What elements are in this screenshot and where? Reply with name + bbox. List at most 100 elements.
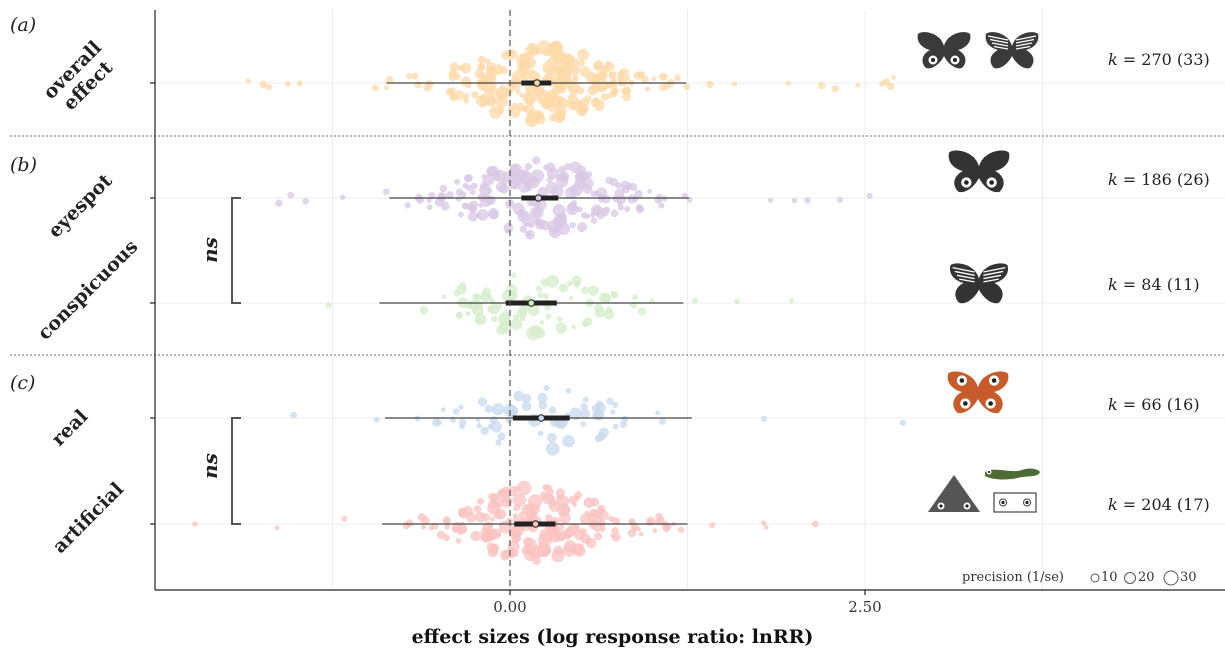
data-point — [593, 100, 605, 111]
data-point — [656, 516, 665, 524]
data-point — [580, 403, 588, 411]
data-point — [547, 42, 561, 55]
data-point — [569, 161, 582, 174]
data-point — [475, 213, 481, 219]
data-point — [505, 517, 513, 525]
data-point — [562, 434, 575, 448]
comparison-bracket — [231, 197, 241, 304]
data-point — [506, 405, 519, 418]
data-point — [582, 184, 593, 194]
data-point — [768, 197, 774, 203]
data-point — [500, 321, 510, 331]
estimate-point — [531, 520, 540, 528]
data-point — [458, 404, 464, 410]
data-point — [638, 71, 644, 77]
data-point — [608, 515, 615, 522]
data-point — [535, 285, 543, 292]
data-point — [573, 280, 581, 288]
data-point — [634, 189, 643, 199]
data-point — [581, 286, 589, 295]
data-point — [470, 530, 481, 542]
data-point — [557, 495, 570, 508]
data-point — [480, 426, 489, 435]
data-point — [636, 205, 644, 214]
data-point — [618, 70, 624, 76]
data-point — [542, 492, 554, 505]
data-point — [546, 58, 552, 64]
data-point — [616, 76, 623, 83]
data-point — [497, 432, 506, 441]
data-point — [551, 229, 558, 235]
data-point — [259, 80, 268, 89]
data-point — [534, 201, 541, 207]
data-point — [543, 385, 550, 392]
data-point — [811, 520, 819, 528]
data-point — [495, 95, 509, 109]
data-point — [625, 75, 631, 81]
data-point — [489, 106, 502, 119]
data-point — [658, 202, 665, 209]
data-point — [476, 423, 482, 429]
data-point — [340, 194, 346, 200]
data-point — [678, 526, 685, 533]
data-point — [645, 86, 651, 92]
data-point — [482, 287, 492, 297]
data-point — [441, 294, 447, 299]
data-point — [574, 495, 580, 501]
data-point — [532, 156, 541, 165]
gridlines — [155, 10, 1225, 590]
data-point — [470, 182, 478, 190]
data-point — [627, 194, 637, 204]
data-point — [556, 175, 569, 188]
data-point — [604, 309, 615, 320]
data-point — [559, 524, 565, 530]
data-point — [404, 202, 411, 209]
data-point — [515, 88, 521, 94]
data-point — [638, 531, 644, 537]
data-point — [440, 407, 446, 412]
interval-bars — [379, 79, 692, 528]
estimate-point — [534, 194, 543, 202]
k-symbol: k — [1108, 50, 1118, 69]
data-point — [611, 291, 619, 299]
data-point — [527, 304, 540, 317]
k-value: = 204 (17) — [1117, 495, 1210, 514]
data-point — [341, 516, 348, 522]
data-point — [520, 53, 530, 63]
data-point — [518, 512, 525, 519]
data-point — [287, 191, 295, 199]
data-point — [624, 206, 631, 213]
data-point — [371, 84, 379, 92]
data-point — [459, 423, 465, 430]
data-point — [558, 283, 568, 293]
k-value: = 66 (16) — [1117, 395, 1200, 414]
data-point — [487, 547, 498, 558]
comparison-bracket — [231, 417, 241, 525]
data-point — [567, 100, 578, 111]
data-point — [435, 419, 442, 426]
data-point — [647, 188, 652, 194]
legend-size-circle — [1090, 573, 1100, 583]
data-point — [519, 92, 525, 98]
triangle-eyespot-icon — [928, 475, 980, 512]
data-point — [580, 408, 590, 419]
data-point — [593, 62, 603, 71]
estimate-point — [537, 414, 545, 422]
data-point — [612, 401, 619, 408]
data-point — [610, 209, 619, 218]
k-symbol: k — [1108, 495, 1118, 514]
data-point — [618, 81, 624, 87]
data-point — [491, 315, 498, 323]
data-point — [594, 303, 603, 313]
data-point — [520, 171, 533, 184]
k-symbol: k — [1108, 275, 1118, 294]
x-axis-title: effect sizes (log response ratio: lnRR) — [411, 626, 814, 648]
data-point — [588, 285, 599, 296]
estimate-point — [527, 299, 535, 307]
data-point — [546, 176, 553, 183]
data-point — [598, 79, 609, 91]
data-point — [763, 525, 769, 530]
data-point — [804, 197, 811, 204]
data-point — [489, 210, 499, 220]
